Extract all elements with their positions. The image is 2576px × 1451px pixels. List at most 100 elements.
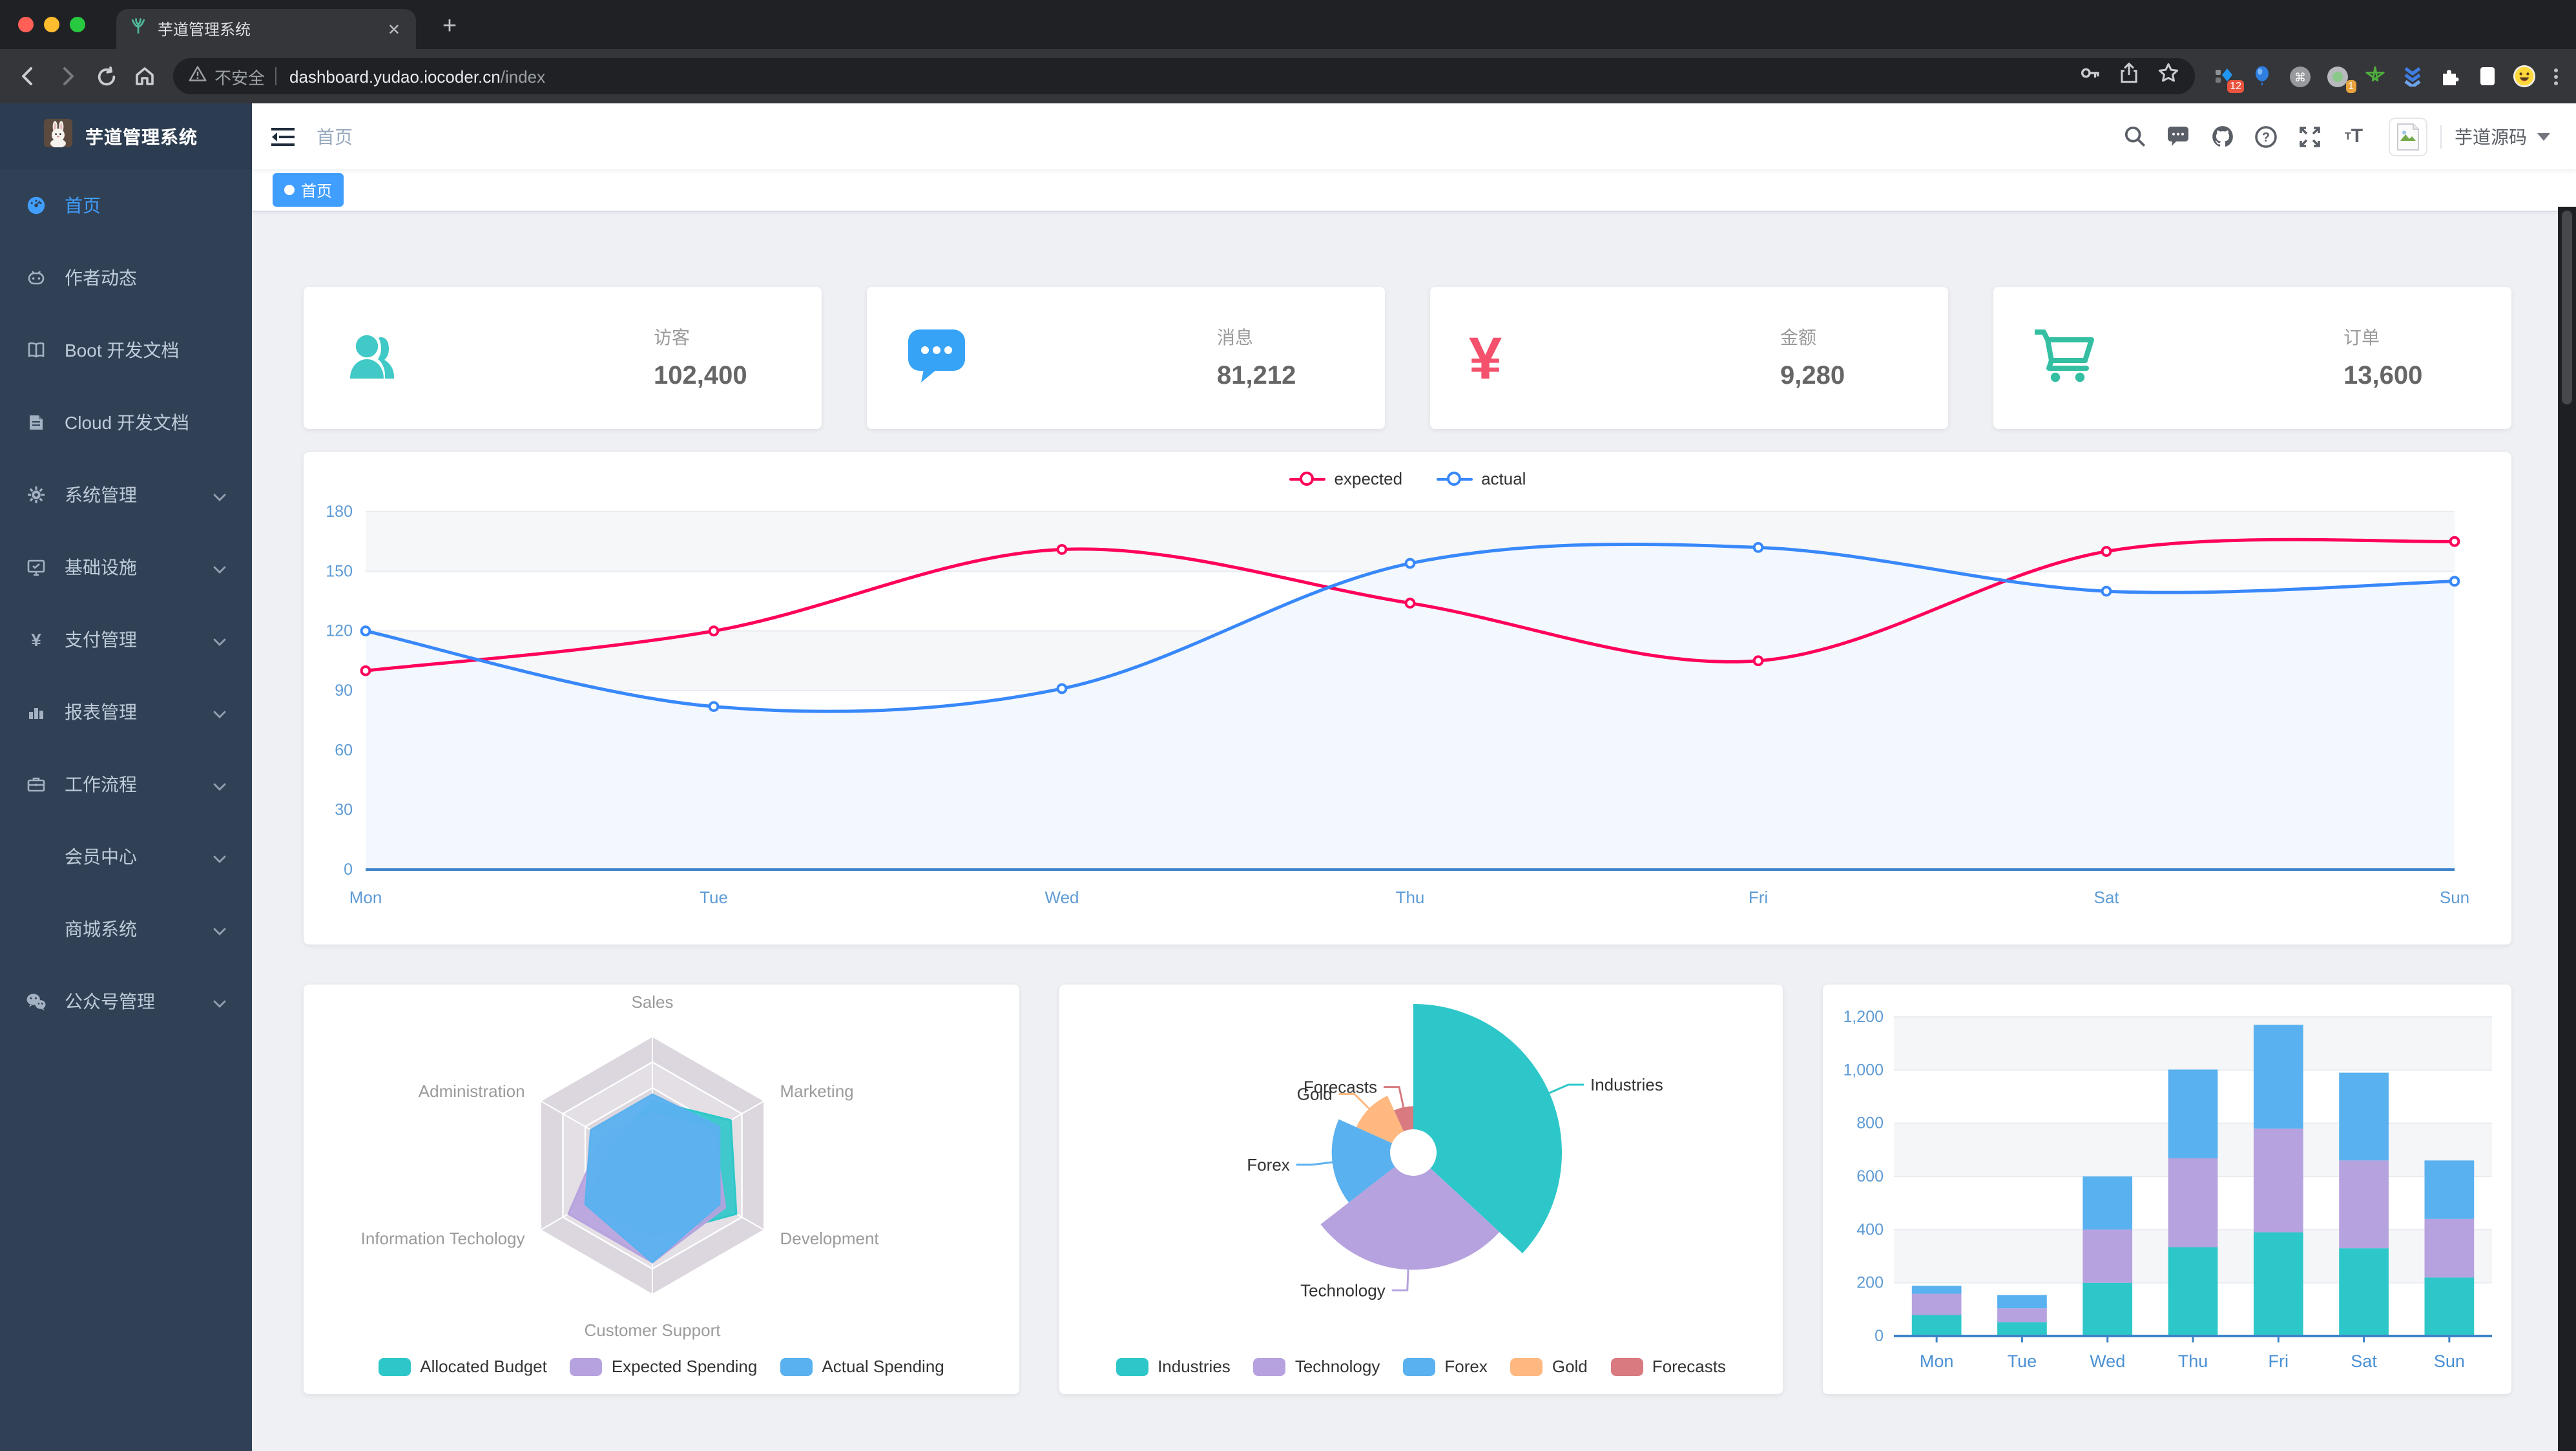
gear-icon (26, 485, 47, 505)
legend-item-actual-spending[interactable]: Actual Spending (780, 1357, 944, 1376)
minimize-window-button[interactable] (44, 17, 59, 32)
reload-icon[interactable] (88, 58, 124, 94)
sidebar-item-mall[interactable]: 商城系统 (0, 893, 252, 965)
sidebar-item-boot-docs[interactable]: Boot 开发文档 (0, 314, 252, 386)
url-divider (275, 67, 277, 85)
back-icon[interactable] (10, 58, 47, 94)
sidebar-item-infra[interactable]: 基础设施 (0, 531, 252, 603)
zoom-window-button[interactable] (70, 17, 85, 32)
legend-item-forecasts[interactable]: Forecasts (1610, 1357, 1726, 1376)
font-size-large-glyph: T (2351, 125, 2363, 147)
sidebar-logo[interactable]: 芋道管理系统 (0, 103, 252, 169)
share-icon[interactable] (2119, 62, 2139, 90)
page-scrollbar[interactable] (2558, 207, 2576, 1451)
password-key-icon[interactable] (2079, 62, 2101, 90)
svg-text:0: 0 (344, 861, 353, 879)
breadcrumb[interactable]: 首页 (317, 126, 353, 147)
extension-badge: 1 (2345, 80, 2356, 93)
sidebar-collapse-icon[interactable] (252, 103, 314, 169)
tag-home[interactable]: 首页 (273, 173, 344, 207)
legend-item-technology[interactable]: Technology (1253, 1357, 1380, 1376)
close-window-button[interactable] (18, 17, 34, 32)
extension-puzzle-icon[interactable] (2438, 65, 2461, 88)
browser-menu-icon[interactable] (2554, 68, 2558, 85)
dashboard-content: 访客 102,400 消息 81,212 ¥ (252, 212, 2576, 1451)
scrollbar-thumb[interactable] (2562, 211, 2572, 404)
legend-item-allocated-budget[interactable]: Allocated Budget (379, 1357, 547, 1376)
pie-chart-panel: Industries Technology Forex Gold Forecasts I… (1059, 985, 1783, 1394)
svg-text:Tue: Tue (2008, 1352, 2037, 1371)
url-path[interactable]: /index (500, 67, 546, 86)
extension-command-icon[interactable]: ⌘ (2288, 65, 2311, 88)
radar-chart-legend: Allocated Budget Expected Spending Actual … (304, 1357, 1019, 1376)
chart-canvas: Mon Tue Wed Thu Fri Sat Sun 0 200 400 600 800 1,000 1… (1843, 1008, 2492, 1371)
message-icon[interactable] (2156, 104, 2200, 169)
search-icon[interactable] (2112, 104, 2156, 169)
extensions-row: 12 ⌘ 1 (2213, 65, 2536, 93)
stat-card-value: 102,400 (654, 362, 747, 390)
browser-tab[interactable]: 芋道管理系统 ✕ (116, 9, 416, 49)
dashboard-icon (26, 195, 47, 216)
line-chart-panel: expected actual 0 30 60 90 120 150 180 Mon Tue Wed… (304, 452, 2511, 945)
sidebar-item-report[interactable]: 报表管理 (0, 676, 252, 748)
reading-list-icon[interactable] (2475, 65, 2498, 88)
legend-item-expected[interactable]: expected (1289, 469, 1402, 488)
user-avatar-broken-image[interactable] (2389, 117, 2427, 156)
legend-item-industries[interactable]: Industries (1116, 1357, 1231, 1376)
sidebar-item-label: 公众号管理 (65, 991, 155, 1012)
sidebar-item-label: Cloud 开发文档 (65, 412, 189, 433)
pie-chart-legend: Industries Technology Forex Gold Forecasts (1059, 1357, 1783, 1376)
chevron-down-icon (213, 774, 226, 795)
extension-balloon-icon[interactable] (2250, 65, 2274, 88)
home-icon[interactable] (127, 58, 163, 94)
book-icon (26, 340, 47, 360)
user-name[interactable]: 芋道源码 (2455, 126, 2527, 147)
github-icon[interactable] (2200, 104, 2244, 169)
sidebar-item-payment[interactable]: ¥ 支付管理 (0, 603, 252, 676)
stat-card-label: 订单 (2343, 327, 2380, 348)
tags-view-bar: 首页 (252, 169, 2576, 212)
new-tab-button[interactable]: + (442, 13, 457, 40)
legend-item-forex[interactable]: Forex (1403, 1357, 1488, 1376)
people-icon (26, 267, 47, 288)
svg-text:Thu: Thu (1396, 888, 1425, 907)
sidebar-item-cloud-docs[interactable]: Cloud 开发文档 (0, 386, 252, 459)
no-icon (26, 919, 47, 939)
extension-blocks-icon[interactable]: 12 (2213, 65, 2244, 93)
legend-item-actual[interactable]: actual (1436, 469, 1526, 488)
sidebar-item-home[interactable]: 首页 (0, 169, 252, 242)
bookmark-star-icon[interactable] (2157, 62, 2179, 90)
security-warning-icon[interactable] (189, 64, 207, 89)
sidebar-item-member[interactable]: 会员中心 (0, 820, 252, 893)
fullscreen-icon[interactable] (2288, 104, 2332, 169)
profile-avatar-emoji[interactable] (2513, 65, 2536, 88)
url-host[interactable]: dashboard.yudao.iocoder.cn (289, 67, 501, 86)
no-icon (26, 846, 47, 867)
sidebar-item-author[interactable]: 作者动态 (0, 242, 252, 314)
extension-chevrons-icon[interactable] (2400, 65, 2424, 88)
security-label[interactable]: 不安全 (214, 68, 265, 87)
svg-text:90: 90 (335, 682, 353, 700)
caret-down-icon[interactable] (2537, 132, 2550, 140)
extension-star-icon[interactable] (2363, 65, 2386, 88)
sidebar-item-workflow[interactable]: 工作流程 (0, 748, 252, 820)
address-bar[interactable]: 不安全 dashboard.yudao.iocoder.cn/index (173, 58, 2195, 94)
stat-card-orders[interactable]: 订单 13,600 (1993, 287, 2511, 429)
sidebar-item-wechat-mp[interactable]: 公众号管理 (0, 965, 252, 1038)
app-root: 芋道管理系统 首页 作者动态 (0, 103, 2576, 1451)
extension-circle-icon[interactable]: 1 (2325, 65, 2356, 93)
legend-item-gold[interactable]: Gold (1510, 1357, 1588, 1376)
svg-text:Sat: Sat (2351, 1352, 2377, 1371)
help-icon[interactable]: ? (2244, 104, 2288, 169)
stat-card-visitors[interactable]: 访客 102,400 (304, 287, 822, 429)
chevron-down-icon (213, 991, 226, 1012)
stat-card-amount[interactable]: ¥ 金额 9,280 (1430, 287, 1948, 429)
sidebar-item-label: 基础设施 (65, 557, 137, 578)
tab-close-icon[interactable]: ✕ (387, 20, 400, 38)
legend-item-expected-spending[interactable]: Expected Spending (570, 1357, 757, 1376)
chart-canvas: 0 30 60 90 120 150 180 Mon Tue Wed Thu Fri Sat Sun (326, 503, 2469, 907)
stat-card-messages[interactable]: 消息 81,212 (867, 287, 1385, 429)
sidebar-item-system[interactable]: 系统管理 (0, 459, 252, 531)
forward-icon[interactable] (49, 58, 85, 94)
